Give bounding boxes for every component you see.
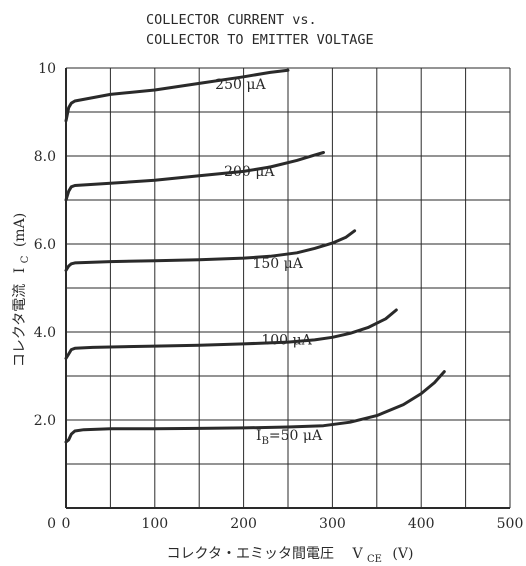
series-label: IB=50 μA	[256, 428, 323, 447]
y-tick-label: 0	[47, 516, 56, 532]
series-line	[64, 151, 325, 202]
series-label: 250 μA	[215, 77, 266, 93]
series-label: 200 μA	[224, 164, 275, 180]
x-tick-label: 100	[141, 516, 168, 532]
series-label: 100 μA	[261, 332, 312, 348]
x-tick-label: 300	[319, 516, 346, 532]
x-tick-label: 500	[497, 516, 524, 532]
y-tick-label: 6.0	[34, 237, 56, 253]
x-tick-label: 0	[62, 516, 71, 532]
x-axis-label-symbol: V	[351, 546, 363, 562]
y-tick-label: 4.0	[34, 325, 56, 341]
y-axis-label-unit: (mA)	[12, 213, 28, 247]
chart-title-line-1: COLLECTOR CURRENT vs.	[146, 12, 317, 28]
curve-labels: IB=50 μA 100 μA 150 μA 200 μA 250 μA	[215, 77, 323, 447]
x-tick-label: 400	[408, 516, 435, 532]
curves	[64, 68, 446, 444]
grid	[65, 67, 511, 509]
x-axis-label-unit: (V)	[392, 546, 413, 562]
chart-title-line-2: COLLECTOR TO EMITTER VOLTAGE	[146, 32, 374, 48]
y-axis-label-sub: C	[20, 255, 31, 263]
svg-text:コレクタ電流 I C (: コレクタ電流 I C (mA)	[12, 213, 32, 367]
y-tick-label: 2.0	[34, 413, 56, 429]
series-line	[64, 370, 446, 444]
series-label: 150 μA	[252, 256, 303, 272]
y-axis-label-symbol: I	[12, 268, 28, 274]
y-axis-label-jp: コレクタ電流	[12, 284, 28, 367]
x-tick-label: 200	[230, 516, 257, 532]
x-axis-label-jp: コレクタ・エミッタ間電圧	[167, 546, 334, 562]
series-line	[64, 229, 357, 272]
y-tick-label: 8.0	[34, 149, 56, 165]
y-tick-label: 10	[38, 61, 56, 77]
x-axis-label: コレクタ・エミッタ間電圧 V CE (V)	[167, 546, 414, 566]
series-line	[64, 68, 290, 123]
x-axis-label-sub: CE	[367, 554, 382, 565]
y-axis-label: コレクタ電流 I C (mA)	[12, 213, 32, 367]
series-line	[64, 308, 398, 360]
